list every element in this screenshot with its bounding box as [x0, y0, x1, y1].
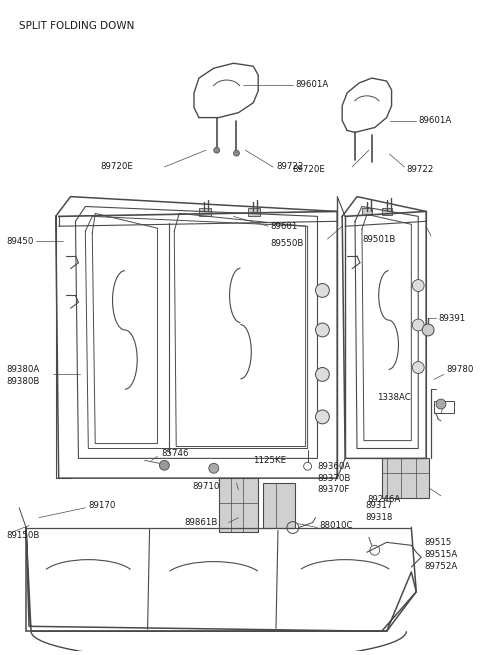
Circle shape: [436, 399, 446, 409]
Text: SPLIT FOLDING DOWN: SPLIT FOLDING DOWN: [19, 21, 134, 31]
Text: 89450: 89450: [6, 236, 34, 246]
Text: 89370B: 89370B: [317, 474, 351, 483]
Text: 89515: 89515: [424, 538, 452, 547]
Circle shape: [315, 367, 329, 381]
Text: 89550B: 89550B: [270, 238, 303, 248]
Bar: [219, 478, 258, 533]
Text: 89861B: 89861B: [184, 518, 217, 527]
Circle shape: [159, 460, 169, 470]
Bar: [263, 483, 295, 527]
Circle shape: [315, 410, 329, 424]
Bar: [434, 401, 454, 413]
Circle shape: [234, 150, 240, 156]
Circle shape: [209, 463, 219, 473]
Bar: [248, 208, 260, 216]
Circle shape: [412, 319, 424, 331]
Bar: [382, 458, 429, 498]
Text: 89150B: 89150B: [6, 531, 40, 540]
Text: 89720E: 89720E: [293, 166, 325, 174]
Text: 89601: 89601: [270, 222, 298, 231]
Text: 89515A: 89515A: [424, 550, 457, 559]
Circle shape: [315, 323, 329, 337]
Text: 89710: 89710: [192, 481, 219, 491]
Text: 89170: 89170: [88, 501, 116, 510]
Text: 89360A: 89360A: [317, 462, 351, 471]
Text: 89246A: 89246A: [367, 495, 400, 504]
Circle shape: [315, 284, 329, 297]
Text: 89370F: 89370F: [317, 485, 350, 495]
Text: 85746: 85746: [161, 449, 189, 458]
Circle shape: [412, 280, 424, 291]
Text: 89317: 89317: [365, 501, 392, 510]
Text: 89318: 89318: [365, 513, 392, 522]
Bar: [199, 208, 211, 216]
Text: 1338AC: 1338AC: [377, 392, 410, 402]
Text: 89601A: 89601A: [296, 81, 329, 90]
Bar: [362, 208, 372, 215]
Text: 89780: 89780: [446, 365, 473, 374]
Text: 89720E: 89720E: [100, 162, 133, 172]
Bar: [382, 208, 392, 215]
Text: 89722: 89722: [407, 166, 434, 174]
Text: 89722: 89722: [276, 162, 303, 172]
Text: 89380A: 89380A: [6, 365, 39, 374]
Circle shape: [412, 362, 424, 373]
Text: 89752A: 89752A: [424, 561, 457, 571]
Text: 89601A: 89601A: [418, 116, 452, 125]
Text: 1125KE: 1125KE: [253, 456, 287, 465]
Text: 89380B: 89380B: [6, 377, 40, 386]
Text: 88010C: 88010C: [320, 521, 353, 530]
Text: 89501B: 89501B: [362, 234, 396, 244]
Circle shape: [214, 147, 220, 153]
Text: 89391: 89391: [438, 314, 465, 323]
Circle shape: [422, 324, 434, 336]
